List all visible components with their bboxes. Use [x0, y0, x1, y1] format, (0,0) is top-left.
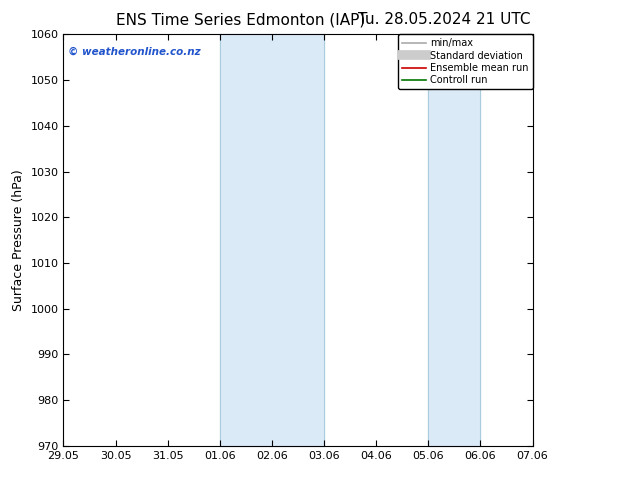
Text: © weatheronline.co.nz: © weatheronline.co.nz	[68, 47, 201, 57]
Text: ENS Time Series Edmonton (IAP): ENS Time Series Edmonton (IAP)	[116, 12, 366, 27]
Bar	[429, 34, 481, 446]
Text: Tu. 28.05.2024 21 UTC: Tu. 28.05.2024 21 UTC	[358, 12, 530, 27]
Legend: min/max, Standard deviation, Ensemble mean run, Controll run: min/max, Standard deviation, Ensemble me…	[398, 34, 533, 89]
Bar	[220, 34, 324, 446]
Y-axis label: Surface Pressure (hPa): Surface Pressure (hPa)	[12, 169, 25, 311]
